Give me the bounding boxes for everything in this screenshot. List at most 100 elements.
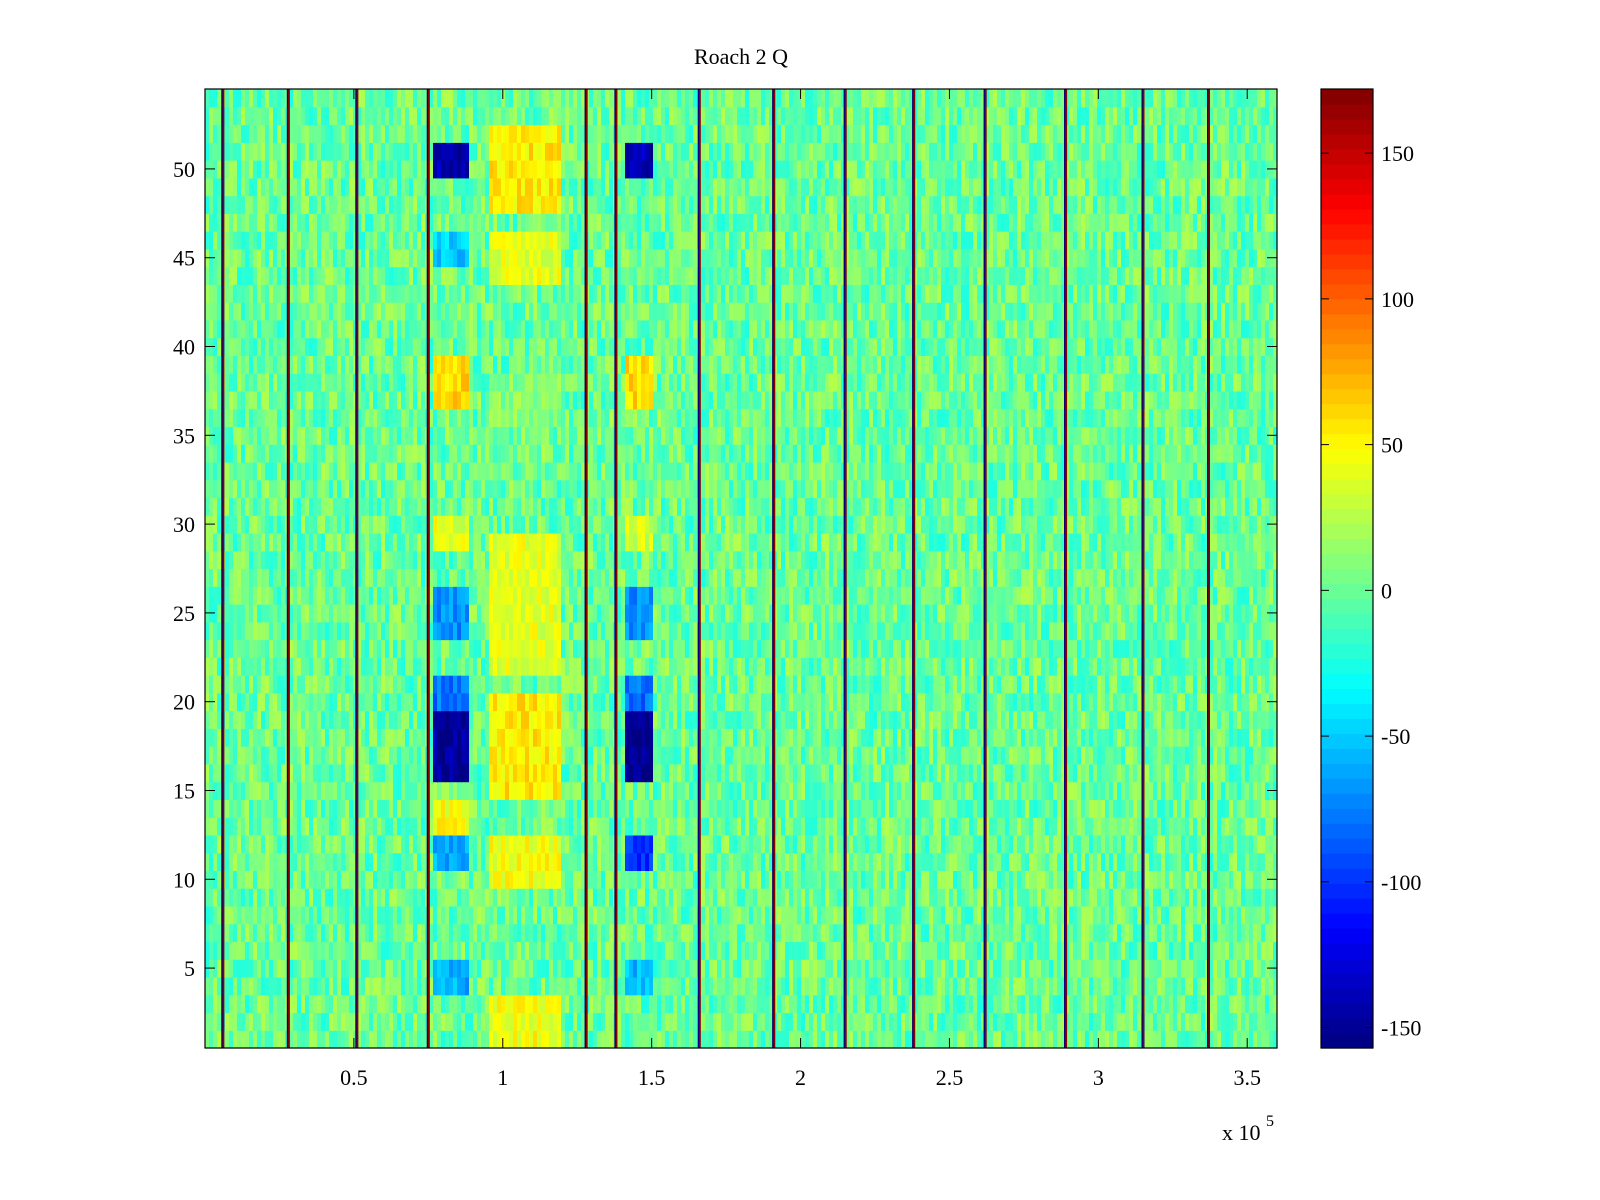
heatmap-cell [1253, 852, 1258, 872]
heatmap-cell [1093, 852, 1098, 872]
heatmap-cell [801, 763, 806, 783]
heatmap-cell [289, 799, 294, 818]
heatmap-cell [1029, 959, 1034, 978]
heatmap-cell [761, 763, 766, 783]
heatmap-cell [681, 994, 686, 1014]
heatmap-cell [665, 834, 670, 854]
heatmap-cell [817, 852, 822, 872]
heatmap-cell [709, 1030, 714, 1049]
heatmap-cell [741, 781, 746, 800]
heatmap-cell [441, 746, 446, 765]
heatmap-cell [749, 781, 754, 800]
heatmap-cell [305, 870, 310, 889]
heatmap-cell [513, 923, 518, 943]
heatmap-cell [833, 905, 838, 925]
heatmap-cell [1085, 1030, 1090, 1049]
heatmap-cell [1097, 728, 1102, 747]
heatmap-cell [589, 834, 594, 854]
heatmap-cell [429, 870, 434, 889]
heatmap-cell [1153, 728, 1158, 747]
heatmap-cell [257, 905, 262, 925]
heatmap-cell [845, 870, 850, 889]
heatmap-cell [1261, 834, 1266, 854]
heatmap-cell [825, 888, 830, 907]
heatmap-cell [885, 888, 890, 907]
heatmap-cell [1169, 834, 1174, 854]
heatmap-cell [213, 710, 218, 729]
heatmap-cell [649, 923, 654, 943]
heatmap-cell [597, 1012, 602, 1031]
heatmap-cell [1033, 817, 1038, 836]
heatmap-cell [217, 923, 222, 943]
heatmap-cell [297, 1030, 302, 1049]
heatmap-cell [981, 870, 986, 889]
heatmap-cell [453, 941, 458, 960]
heatmap-cell [789, 1012, 794, 1031]
heatmap-cell [205, 923, 210, 943]
heatmap-cell [821, 817, 826, 836]
heatmap-cell [453, 834, 458, 854]
heatmap-cell [397, 1030, 402, 1049]
heatmap-cell [693, 781, 698, 800]
heatmap-cell [329, 781, 334, 800]
heatmap-cell [1133, 1012, 1138, 1031]
heatmap-cell [229, 959, 234, 978]
heatmap-cell [1093, 1012, 1098, 1031]
heatmap-cell [341, 781, 346, 800]
heatmap-cell [553, 781, 558, 800]
heatmap-cell [749, 941, 754, 960]
heatmap-cell [877, 888, 882, 907]
heatmap-cell [945, 781, 950, 800]
heatmap-cell [701, 728, 706, 747]
heatmap-cell [281, 905, 286, 925]
heatmap-cell [677, 1030, 682, 1049]
heatmap-cell [853, 710, 858, 729]
heatmap-cell [593, 799, 598, 818]
heatmap-cell [293, 1012, 298, 1031]
heatmap-cell [869, 710, 874, 729]
heatmap-cell [633, 817, 638, 836]
heatmap-cell [917, 959, 922, 978]
heatmap-cell [617, 781, 622, 800]
heatmap-cell [381, 852, 386, 872]
heatmap-cell [1129, 781, 1134, 800]
heatmap-cell [257, 834, 262, 854]
heatmap-cell [381, 799, 386, 818]
heatmap-cell [1217, 976, 1222, 996]
heatmap-cell [885, 1030, 890, 1049]
heatmap-cell [917, 728, 922, 747]
heatmap-cell [293, 817, 298, 836]
heatmap-cell [421, 1030, 426, 1049]
heatmap-cell [209, 834, 214, 854]
heatmap-cell [1057, 1012, 1062, 1031]
heatmap-cell [893, 888, 898, 907]
heatmap-cell [725, 746, 730, 765]
heatmap-cell [1029, 781, 1034, 800]
heatmap-cell [481, 905, 486, 925]
heatmap-cell [689, 905, 694, 925]
heatmap-cell [753, 834, 758, 854]
heatmap-cell [685, 763, 690, 783]
heatmap-cell [469, 994, 474, 1014]
heatmap-cell [457, 923, 462, 943]
heatmap-cell [557, 852, 562, 872]
heatmap-cell [1105, 781, 1110, 800]
heatmap-cell [989, 923, 994, 943]
heatmap-cell [273, 923, 278, 943]
heatmap-cell [825, 799, 830, 818]
heatmap-cell [617, 941, 622, 960]
heatmap-cell [1085, 888, 1090, 907]
heatmap-cell [789, 746, 794, 765]
heatmap-cell [629, 710, 634, 729]
heatmap-cell [1017, 976, 1022, 996]
heatmap-cell [817, 870, 822, 889]
heatmap-cell [577, 834, 582, 854]
heatmap-cell [233, 959, 238, 978]
heatmap-cell [1181, 834, 1186, 854]
heatmap-cell [401, 870, 406, 889]
heatmap-cell [497, 870, 502, 889]
heatmap-cell [757, 888, 762, 907]
heatmap-cell [1049, 905, 1054, 925]
heatmap-cell [1225, 1030, 1230, 1049]
heatmap-cell [705, 959, 710, 978]
